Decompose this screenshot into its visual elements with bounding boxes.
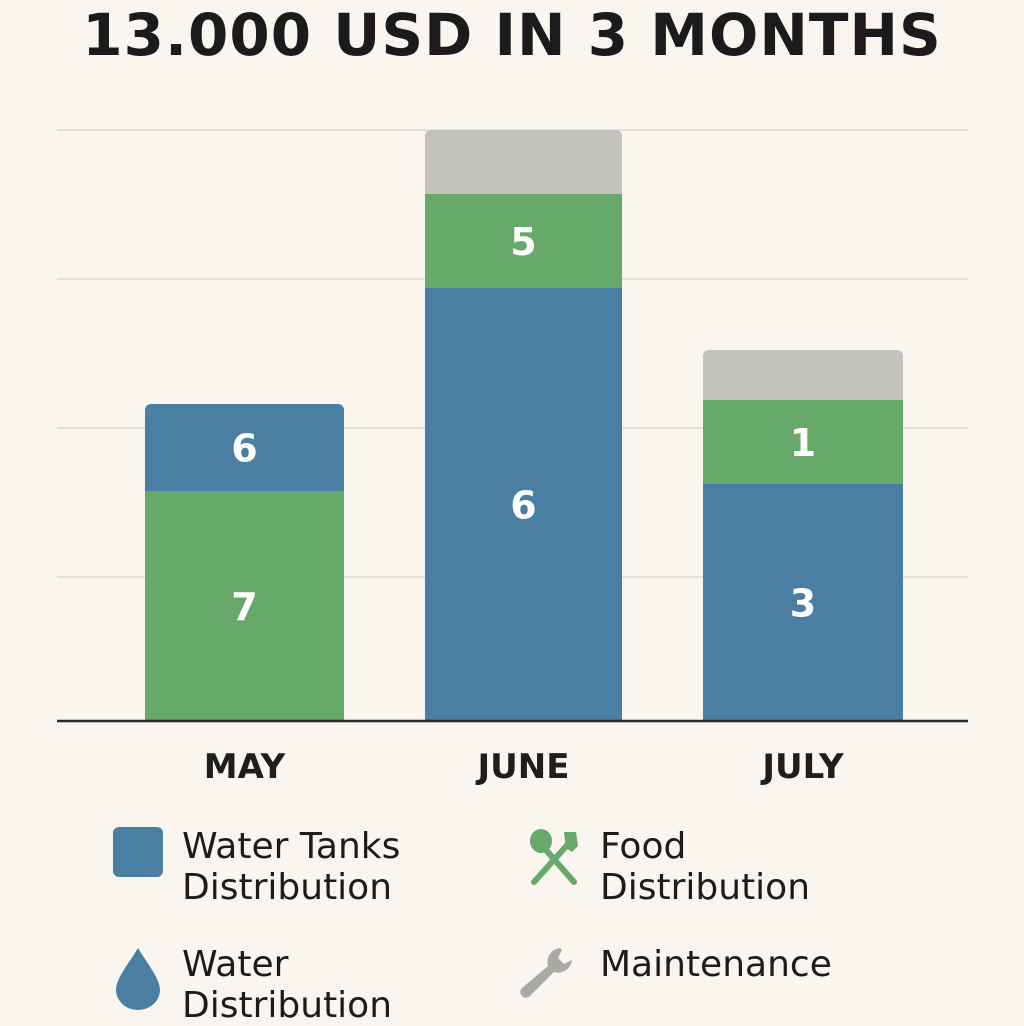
bar-segment: [703, 484, 903, 721]
legend-label-maintenance: Maintenance: [600, 944, 832, 985]
stacked-bar-chart: 7 6 6 5 3 1 MAY JUNE JULY: [57, 129, 968, 787]
x-tick-label: JUNE: [476, 747, 570, 787]
bar-segment: [425, 288, 622, 721]
bar-segment: [425, 130, 622, 194]
x-tick-labels: MAY JUNE JULY: [204, 747, 844, 787]
data-label: 7: [231, 585, 257, 629]
bar-segment: [703, 400, 903, 484]
legend-item-maintenance: Maintenance: [516, 944, 876, 1004]
bar-july: [703, 350, 903, 721]
bar-segment: [145, 404, 344, 491]
legend-item-water-tanks: Water Tanks Distribution: [112, 826, 442, 916]
legend-label-food: Food Distribution: [600, 826, 811, 908]
legend-item-water: Water Distribution: [112, 944, 442, 1026]
bar-segment: [703, 350, 903, 400]
legend-label-water: Water Distribution: [182, 944, 393, 1026]
data-label: 3: [790, 582, 816, 626]
bar-segment: [425, 194, 622, 288]
data-label: 5: [510, 220, 536, 264]
bar-segment: [145, 491, 344, 721]
data-label: 1: [790, 421, 816, 465]
chart-title: 13.000 USD IN 3 MONTHS: [82, 1, 942, 69]
data-label: 6: [510, 484, 536, 528]
data-label: 6: [231, 427, 257, 471]
fork-knife-icon: [530, 829, 578, 885]
bar-may: [145, 404, 344, 721]
x-tick-label: JULY: [760, 747, 844, 787]
data-labels: 7 6 6 5 3 1: [231, 220, 816, 629]
wrench-icon: [520, 948, 572, 998]
bar-june: [425, 130, 622, 721]
legend-item-food: Food Distribution: [526, 826, 856, 916]
water-drop-icon: [116, 948, 160, 1010]
legend-label-water-tanks: Water Tanks Distribution: [182, 826, 401, 908]
bars: [145, 130, 903, 721]
square-icon: [113, 827, 163, 877]
x-tick-label: MAY: [204, 747, 286, 787]
